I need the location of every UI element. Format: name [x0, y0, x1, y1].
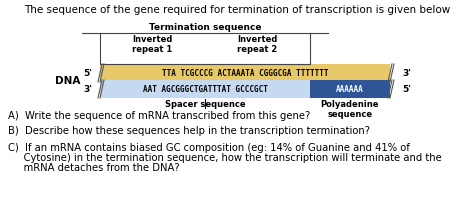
Bar: [100, 80, 310, 98]
Text: mRNA detaches from the DNA?: mRNA detaches from the DNA?: [8, 163, 180, 173]
Bar: [100, 64, 390, 82]
Text: B)  Describe how these sequences help in the transcription termination?: B) Describe how these sequences help in …: [8, 126, 370, 136]
Text: DNA: DNA: [55, 76, 80, 86]
Text: 3': 3': [83, 84, 92, 93]
Text: Inverted
repeat 2: Inverted repeat 2: [237, 35, 278, 54]
Text: Cytosine) in the termination sequence, how the transcription will terminate and : Cytosine) in the termination sequence, h…: [8, 153, 442, 163]
Text: Termination sequence: Termination sequence: [149, 23, 261, 32]
Bar: [100, 33, 310, 64]
Text: Inverted
repeat 1: Inverted repeat 1: [132, 35, 173, 54]
Text: C)  If an mRNA contains biased GC composition (eg: 14% of Guanine and 41% of: C) If an mRNA contains biased GC composi…: [8, 143, 410, 153]
Text: The sequence of the gene required for termination of transcription is given belo: The sequence of the gene required for te…: [24, 5, 450, 15]
Text: Spacer sequence: Spacer sequence: [164, 100, 246, 109]
Text: TTA TCGCCCG ACTAAATA CGGGCGA TTTTTTT: TTA TCGCCCG ACTAAATA CGGGCGA TTTTTTT: [162, 69, 328, 77]
Bar: [310, 80, 390, 98]
Text: 3': 3': [402, 69, 411, 77]
Text: 5': 5': [83, 69, 92, 77]
Text: AAAAAA: AAAAAA: [336, 84, 364, 93]
Text: 5': 5': [402, 84, 411, 93]
Text: A)  Write the sequence of mRNA transcribed from this gene?: A) Write the sequence of mRNA transcribe…: [8, 111, 310, 121]
Text: AAT AGCGGGCTGATTTAT GCCCGCT: AAT AGCGGGCTGATTTAT GCCCGCT: [143, 84, 267, 93]
Text: Polyadenine
sequence: Polyadenine sequence: [321, 100, 379, 119]
